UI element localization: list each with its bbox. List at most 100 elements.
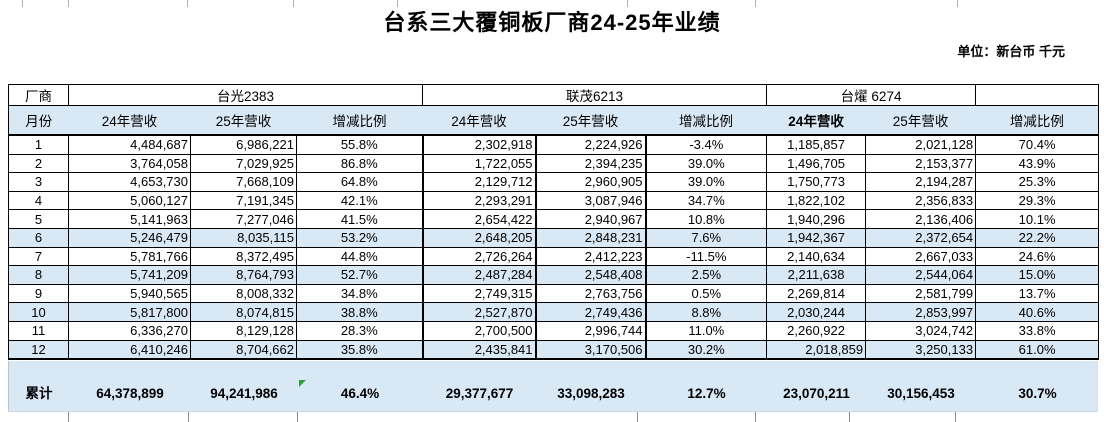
cell-r10-c2[interactable]: 8,074,815 [190,302,297,322]
cell-r11-c7[interactable]: 2,260,922 [766,320,867,341]
month-label-cell[interactable]: 月份 [8,105,69,136]
cell-r11-c3[interactable]: 28.3% [295,320,424,341]
cell-r7-c9[interactable]: 24.6% [975,246,1100,267]
header-lianmao-rev24[interactable]: 24年营收 [422,105,536,136]
cell-r12-c3[interactable]: 35.8% [295,339,424,361]
cell-r12-c9[interactable]: 61.0% [975,339,1100,361]
cell-r9-c1[interactable]: 5,940,565 [68,283,191,304]
cell-r10-c5[interactable]: 2,749,436 [534,302,647,322]
cell-r1-c7[interactable]: 1,185,857 [766,134,867,155]
cell-r6-c1[interactable]: 5,246,479 [68,227,191,248]
cell-r1-c2[interactable]: 6,986,221 [190,134,297,155]
cell-r1-c8[interactable]: 2,021,128 [865,134,977,155]
cell-r7-c2[interactable]: 8,372,495 [190,246,297,267]
header-taiyao-rev25[interactable]: 25年营收 [865,105,976,136]
cell-r8-c3[interactable]: 52.7% [295,265,424,285]
cell-r11-c2[interactable]: 8,129,128 [190,320,297,341]
cell-month-12[interactable]: 12 [8,339,69,361]
cell-r10-c3[interactable]: 38.8% [295,302,424,322]
cell-r1-c9[interactable]: 70.4% [975,134,1100,155]
header-taiguang-rev25[interactable]: 25年营收 [190,105,297,136]
cell-r2-c7[interactable]: 1,496,705 [766,153,867,174]
cell-r4-c6[interactable]: 34.7% [644,190,768,211]
cell-r11-c8[interactable]: 3,024,742 [865,320,977,341]
cell-r5-c7[interactable]: 1,940,296 [766,209,867,229]
total-taiyao-rev25[interactable]: 30,156,453 [887,386,955,401]
cell-r10-c7[interactable]: 2,030,244 [766,302,867,322]
cell-r11-c1[interactable]: 6,336,270 [68,320,191,341]
cell-month-1[interactable]: 1 [8,134,69,155]
cell-month-4[interactable]: 4 [8,190,69,211]
cell-r11-c4[interactable]: 2,700,500 [421,320,537,341]
cell-r4-c8[interactable]: 2,356,833 [865,190,977,211]
cell-r2-c4[interactable]: 1,722,055 [421,153,537,174]
cell-r8-c4[interactable]: 2,487,284 [421,265,537,285]
cell-r11-c6[interactable]: 11.0% [644,320,768,341]
header-taiyao-change[interactable]: 增减比例 [975,105,1100,136]
cell-r10-c6[interactable]: 8.8% [644,302,768,322]
cell-month-9[interactable]: 9 [8,283,69,304]
total-label[interactable]: 累计 [25,386,53,401]
cell-r9-c8[interactable]: 2,581,799 [865,283,977,304]
cell-r2-c2[interactable]: 7,029,925 [190,153,297,174]
cell-r4-c9[interactable]: 29.3% [975,190,1100,211]
cell-r7-c4[interactable]: 2,726,264 [421,246,537,267]
cell-r3-c8[interactable]: 2,194,287 [865,172,977,192]
total-lianmao-change[interactable]: 12.7% [687,386,726,401]
cell-r6-c2[interactable]: 8,035,115 [190,227,297,248]
cell-month-2[interactable]: 2 [8,153,69,174]
cell-r6-c4[interactable]: 2,648,205 [421,227,537,248]
cell-r3-c4[interactable]: 2,129,712 [421,172,537,192]
cell-r7-c3[interactable]: 44.8% [295,246,424,267]
cell-r6-c8[interactable]: 2,372,654 [865,227,977,248]
cell-r12-c7[interactable]: 2,018,859 [766,339,867,361]
cell-month-5[interactable]: 5 [8,209,69,229]
cell-r9-c2[interactable]: 8,008,332 [190,283,297,304]
header-lianmao-rev25[interactable]: 25年营收 [535,105,646,136]
cell-r9-c4[interactable]: 2,749,315 [421,283,537,304]
cell-r1-c6[interactable]: -3.4% [644,134,768,155]
cell-r1-c3[interactable]: 55.8% [295,134,424,155]
cell-r12-c1[interactable]: 6,410,246 [68,339,191,361]
cell-r10-c4[interactable]: 2,527,870 [421,302,537,322]
cell-r5-c3[interactable]: 41.5% [295,209,424,229]
cell-r5-c2[interactable]: 7,277,046 [190,209,297,229]
cell-r6-c9[interactable]: 22.2% [975,227,1100,248]
cell-r4-c2[interactable]: 7,191,345 [190,190,297,211]
total-taiguang-rev24[interactable]: 64,378,899 [96,386,164,401]
cell-r2-c9[interactable]: 43.9% [975,153,1100,174]
cell-r6-c5[interactable]: 2,848,231 [534,227,647,248]
header-taiguang-change[interactable]: 增减比例 [296,105,423,136]
header-lianmao-change[interactable]: 增减比例 [645,105,767,136]
cell-r2-c3[interactable]: 86.8% [295,153,424,174]
cell-r8-c7[interactable]: 2,211,638 [766,265,867,285]
cell-r6-c3[interactable]: 53.2% [295,227,424,248]
cell-r12-c4[interactable]: 2,435,841 [421,339,537,361]
cell-r8-c1[interactable]: 5,741,209 [68,265,191,285]
cell-month-3[interactable]: 3 [8,172,69,192]
cell-r12-c8[interactable]: 3,250,133 [865,339,977,361]
total-lianmao-rev25[interactable]: 33,098,283 [557,386,625,401]
cell-r9-c3[interactable]: 34.8% [295,283,424,304]
cell-r5-c1[interactable]: 5,141,963 [68,209,191,229]
cell-r2-c5[interactable]: 2,394,235 [534,153,647,174]
cell-month-7[interactable]: 7 [8,246,69,267]
cell-r4-c3[interactable]: 42.1% [295,190,424,211]
header-taiyao-rev24[interactable]: 24年营收 [766,105,866,136]
cell-r5-c6[interactable]: 10.8% [644,209,768,229]
cell-r3-c6[interactable]: 39.0% [644,172,768,192]
cell-r4-c1[interactable]: 5,060,127 [68,190,191,211]
cell-r12-c6[interactable]: 30.2% [644,339,768,361]
cell-r4-c5[interactable]: 3,087,946 [534,190,647,211]
cell-r8-c2[interactable]: 8,764,793 [190,265,297,285]
cell-r2-c1[interactable]: 3,764,058 [68,153,191,174]
company-cell-taiguang[interactable]: 台光2383 [67,84,424,106]
cell-r5-c9[interactable]: 10.1% [975,209,1100,229]
cell-r9-c9[interactable]: 13.7% [975,283,1100,304]
cell-r8-c9[interactable]: 15.0% [975,265,1100,285]
cell-r10-c1[interactable]: 5,817,800 [68,302,191,322]
cell-r2-c6[interactable]: 39.0% [644,153,768,174]
cell-r11-c9[interactable]: 33.8% [975,320,1100,341]
cell-r1-c5[interactable]: 2,224,926 [534,134,647,155]
cell-r3-c3[interactable]: 64.8% [295,172,424,192]
